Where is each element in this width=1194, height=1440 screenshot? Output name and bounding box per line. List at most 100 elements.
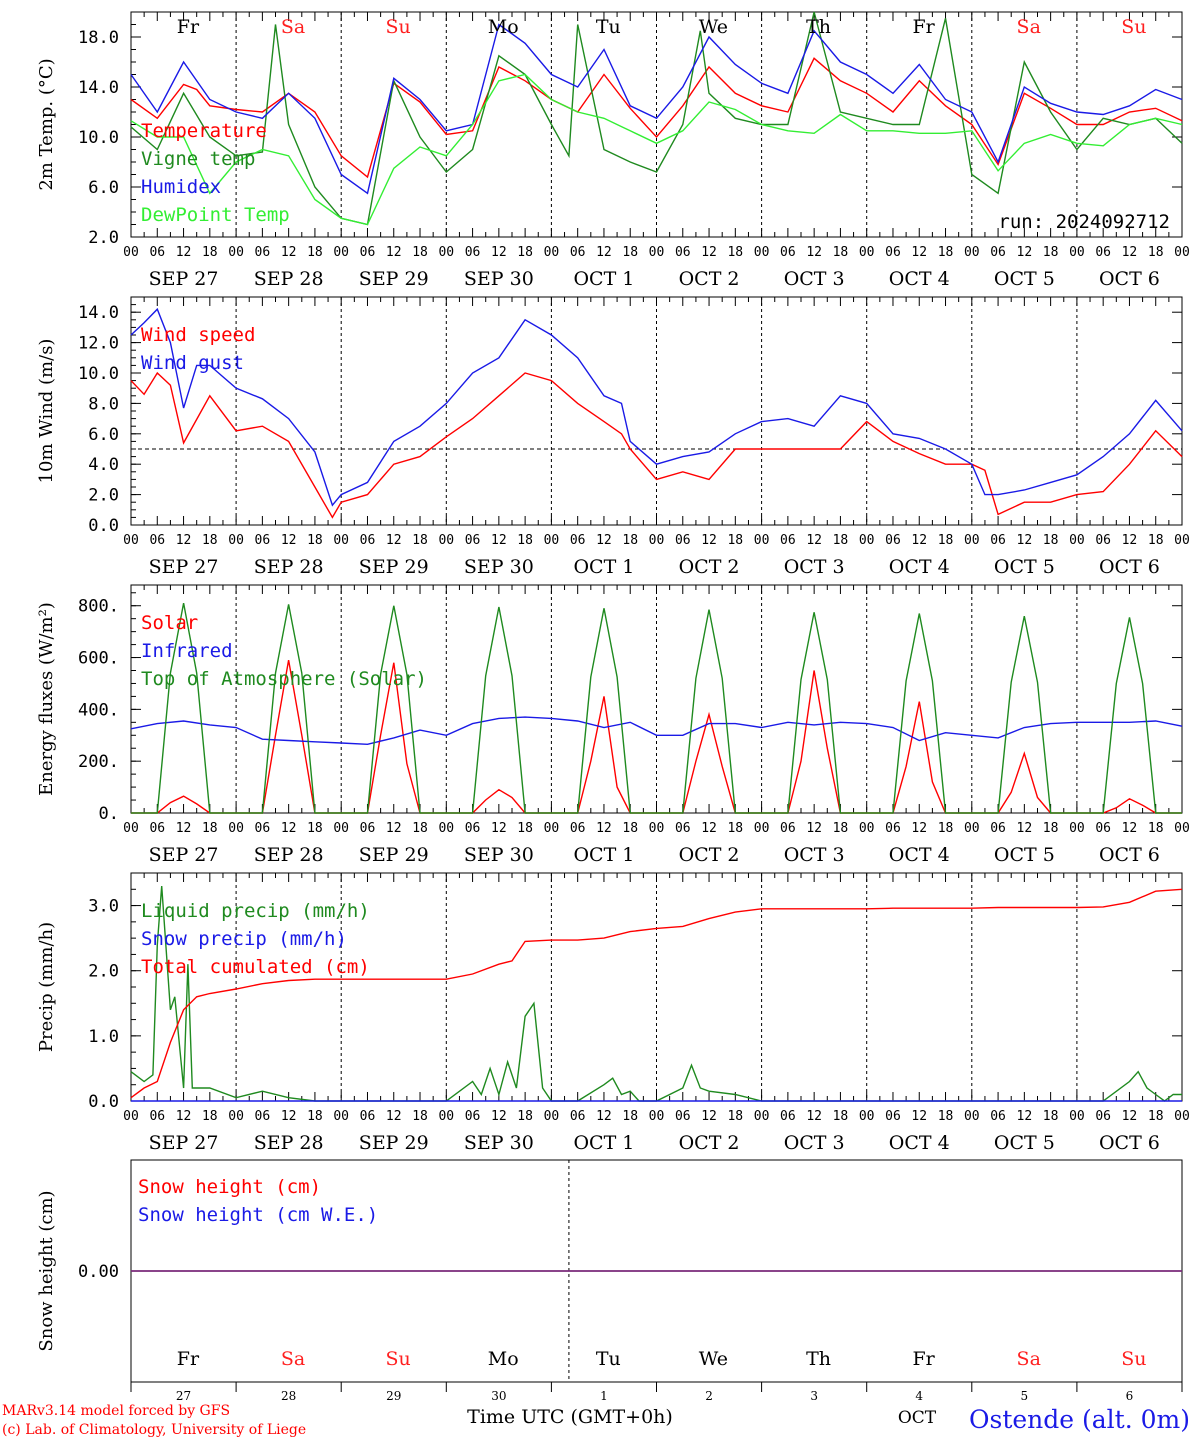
- hour-label: 18: [938, 821, 954, 836]
- legend-entry-2: Snow height (cm W.E.): [138, 1204, 378, 1226]
- hour-label: 06: [360, 533, 376, 548]
- y-tick-label: 1.0: [88, 1027, 119, 1047]
- hour-label: 18: [622, 245, 638, 260]
- hour-label: 18: [622, 533, 638, 548]
- series-line-3: [130, 888, 1183, 1099]
- day-number: 29: [386, 1389, 401, 1403]
- hour-label: 06: [465, 533, 481, 548]
- hour-label: 12: [1122, 821, 1138, 836]
- legend-entry-2: Infrared: [141, 640, 233, 662]
- legend-entry-2: Wind gust: [141, 352, 244, 374]
- hour-label: 12: [1122, 245, 1138, 260]
- y-tick-label: 0.0: [88, 1092, 119, 1112]
- lab-credit: (c) Lab. of Climatology, University of L…: [2, 1422, 306, 1438]
- hour-label: 18: [517, 245, 533, 260]
- hour-label: 12: [701, 1109, 717, 1124]
- hour-label: 00: [859, 1109, 875, 1124]
- date-label: OCT 1: [573, 268, 634, 290]
- hour-label: 00: [859, 533, 875, 548]
- date-label: OCT 6: [1099, 844, 1160, 866]
- date-label: SEP 30: [464, 1132, 534, 1154]
- date-label: SEP 29: [359, 844, 429, 866]
- hour-label: 00: [333, 821, 349, 836]
- hour-label: 06: [255, 245, 271, 260]
- hour-label: 06: [885, 245, 901, 260]
- day-number: 1: [600, 1389, 608, 1403]
- hour-label: 12: [911, 245, 927, 260]
- hour-label: 00: [859, 821, 875, 836]
- hour-label: 12: [1017, 245, 1033, 260]
- day-name: Fr: [912, 1348, 935, 1370]
- panel-5: 0.00 Snow height (cm) Snow height (cm) Snow…: [36, 1159, 1183, 1403]
- hour-label: 00: [438, 1109, 454, 1124]
- hour-label: 12: [491, 1109, 507, 1124]
- hour-label: 12: [281, 245, 297, 260]
- date-label: SEP 30: [464, 556, 534, 578]
- date-label: SEP 27: [149, 268, 219, 290]
- y-tick-label: 14.0: [78, 78, 119, 98]
- hour-label: 06: [1095, 533, 1111, 548]
- hour-label: 00: [544, 533, 560, 548]
- hour-label: 00: [754, 245, 770, 260]
- hour-label: 06: [780, 821, 796, 836]
- hour-label: 06: [570, 533, 586, 548]
- day-name: Fr: [912, 16, 935, 38]
- hour-label: 06: [885, 1109, 901, 1124]
- hour-label: 00: [228, 821, 244, 836]
- date-label: OCT 4: [889, 1132, 950, 1154]
- panel-4: 0.0 1.0 2.0 3.0 Precip (mm/h) Liquid precip (…: [36, 872, 1190, 1154]
- hour-label: 12: [911, 821, 927, 836]
- date-label: OCT 3: [784, 268, 845, 290]
- hour-label: 12: [596, 821, 612, 836]
- hour-label: 00: [333, 245, 349, 260]
- y-axis-title: Energy fluxes (W/m²): [36, 602, 57, 796]
- run-label: run: 2024092712: [998, 211, 1170, 233]
- date-label: OCT 2: [679, 268, 740, 290]
- hour-label: 06: [465, 821, 481, 836]
- hour-label: 18: [307, 1109, 323, 1124]
- hour-label: 06: [780, 1109, 796, 1124]
- hour-label: 18: [938, 245, 954, 260]
- series-line-2: [130, 11, 1183, 226]
- date-label: SEP 29: [359, 1132, 429, 1154]
- day-name: We: [699, 1348, 728, 1370]
- hour-label: 06: [675, 533, 691, 548]
- hour-label: 06: [465, 245, 481, 260]
- hour-label: 12: [281, 533, 297, 548]
- date-label: SEP 28: [254, 556, 324, 578]
- hour-label: 00: [649, 1109, 665, 1124]
- y-axis-title: 10m Wind (m/s): [36, 339, 57, 484]
- day-number: 3: [810, 1389, 818, 1403]
- date-label: SEP 28: [254, 268, 324, 290]
- y-tick-label: 18.0: [78, 28, 119, 48]
- hour-label: 12: [806, 245, 822, 260]
- hour-label: 18: [202, 533, 218, 548]
- legend-entry-1: Wind speed: [141, 324, 255, 346]
- hour-label: 06: [149, 533, 165, 548]
- hour-label: 00: [1174, 533, 1190, 548]
- hour-label: 12: [1017, 533, 1033, 548]
- day-name: Sa: [281, 16, 305, 38]
- hour-label: 00: [438, 245, 454, 260]
- hour-label: 12: [386, 533, 402, 548]
- hour-label: 00: [1174, 1109, 1190, 1124]
- hour-label: 12: [491, 245, 507, 260]
- model-credit: MARv3.14 model forced by GFS: [2, 1403, 230, 1419]
- legend-entry-2: Vigne temp: [141, 148, 255, 170]
- legend-entry-1: Snow height (cm): [138, 1176, 321, 1198]
- day-name: Fr: [177, 16, 200, 38]
- legend-entry-3: Top of Atmosphere (Solar): [141, 668, 427, 690]
- hour-label: 06: [990, 821, 1006, 836]
- hour-label: 00: [754, 1109, 770, 1124]
- hour-label: 06: [990, 1109, 1006, 1124]
- hour-label: 00: [544, 821, 560, 836]
- hour-label: 18: [517, 1109, 533, 1124]
- day-number: 28: [281, 1389, 296, 1403]
- hour-label: 12: [386, 1109, 402, 1124]
- hour-label: 18: [202, 245, 218, 260]
- panel-2: 0.0 2.0 4.0 6.0 8.0 10.0 12.0 14.0 10m Wind (m/s…: [36, 296, 1190, 578]
- hour-label: 18: [202, 1109, 218, 1124]
- hour-label: 06: [885, 821, 901, 836]
- day-number: 6: [1126, 1389, 1134, 1403]
- y-tick-label: 10.0: [78, 128, 119, 148]
